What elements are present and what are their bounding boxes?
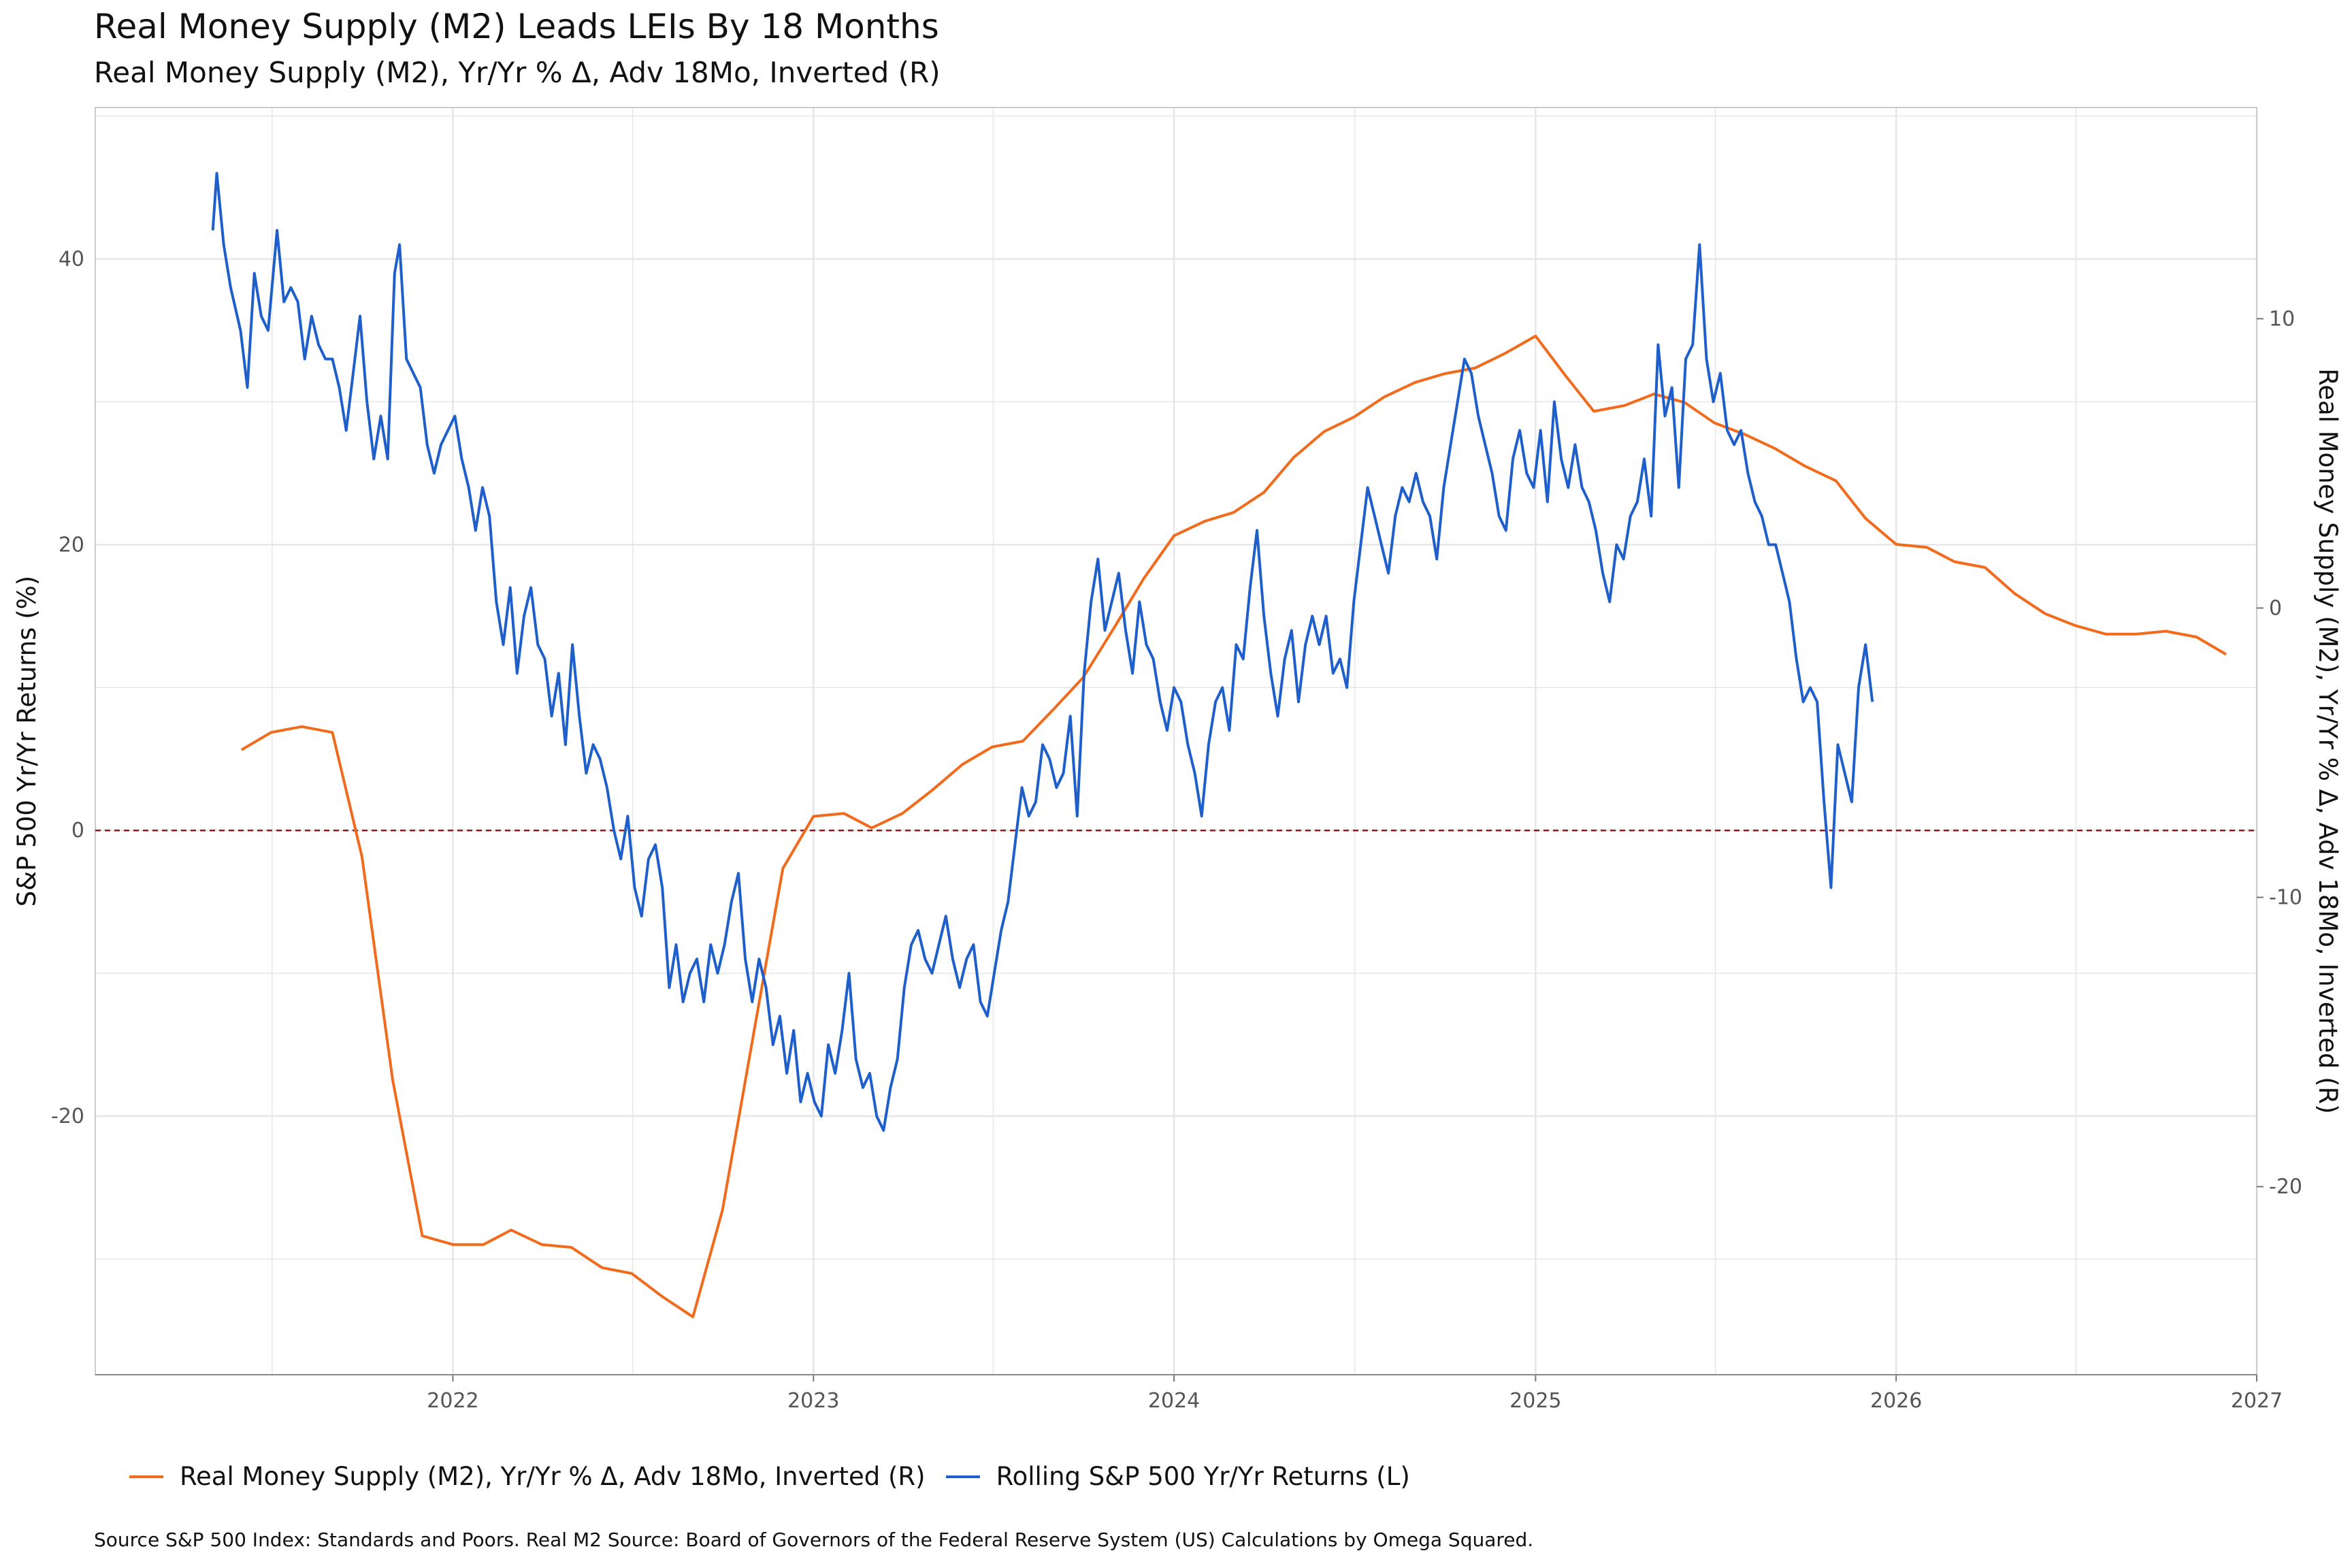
legend-item-m2: Real Money Supply (M2), Yr/Yr % Δ, Adv 1…	[129, 1462, 926, 1491]
y-right-tick-label: -10	[2269, 886, 2302, 910]
chart-title: Real Money Supply (M2) Leads LEIs By 18 …	[94, 7, 939, 46]
legend-item-sp500: Rolling S&P 500 Yr/Yr Returns (L)	[945, 1462, 1410, 1491]
legend-swatch-sp500	[945, 1475, 980, 1478]
y-left-tick-label: -20	[51, 1105, 84, 1128]
series-line-m2	[240, 334, 2227, 1318]
series-line-sp500	[211, 172, 1874, 1132]
chart-canvas: 2022 2023 2024 2025 2026 2027 -20 0 20 40 -20 -10 0 1…	[12, 107, 2342, 1413]
legend: Real Money Supply (M2), Yr/Yr % Δ, Adv 1…	[129, 1462, 1431, 1491]
y-right-tick-label: -20	[2269, 1175, 2302, 1199]
chart-subtitle: Real Money Supply (M2), Yr/Yr % Δ, Adv 1…	[94, 56, 941, 89]
x-tick-label: 2026	[1870, 1389, 1922, 1413]
source-note: Source S&P 500 Index: Standards and Poor…	[94, 1529, 1534, 1551]
x-tick-label: 2022	[427, 1389, 478, 1413]
legend-label-m2: Real Money Supply (M2), Yr/Yr % Δ, Adv 1…	[180, 1462, 926, 1491]
y-right-tick-label: 10	[2269, 307, 2295, 331]
x-tick-label: 2024	[1148, 1389, 1200, 1413]
y-left-tick-label: 40	[59, 248, 84, 272]
x-tick-label: 2025	[1509, 1389, 1561, 1413]
x-tick-label: 2023	[787, 1389, 839, 1413]
y-right-tick-label: 0	[2269, 596, 2282, 620]
x-tick-label: 2027	[2231, 1389, 2283, 1413]
y-left-axis-title: S&P 500 Yr/Yr Returns (%)	[12, 576, 42, 907]
legend-swatch-m2	[129, 1475, 163, 1478]
legend-label-sp500: Rolling S&P 500 Yr/Yr Returns (L)	[996, 1462, 1410, 1491]
y-left-tick-label: 20	[59, 533, 84, 557]
y-right-axis-title: Real Money Supply (M2), Yr/Yr % Δ, Adv 1…	[2313, 368, 2342, 1114]
plot-border	[95, 107, 2257, 1375]
y-left-tick-label: 0	[71, 819, 84, 843]
